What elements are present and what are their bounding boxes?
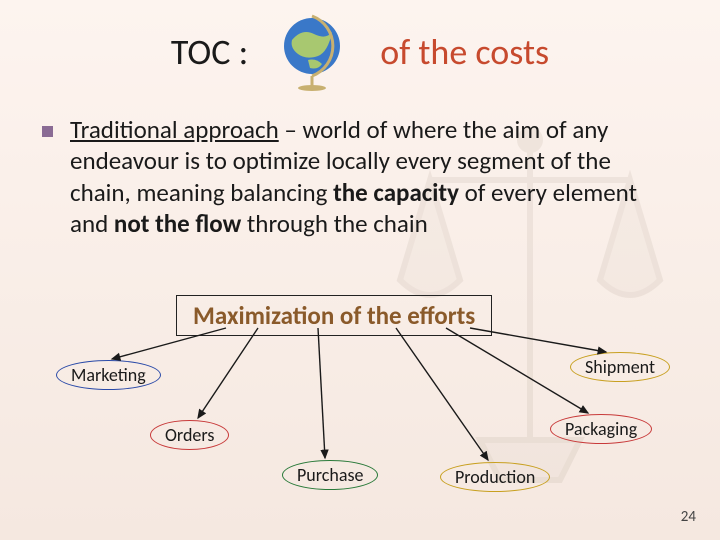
title-right: of the costs [380,30,549,74]
bullet-icon [42,126,53,137]
title-left: TOC : [171,30,248,74]
globe-icon [278,12,350,92]
node-purchase: Purchase [282,460,378,490]
node-marketing: Marketing [56,360,161,390]
node-shipment: Shipment [570,352,670,382]
body-paragraph: Traditional approach – world of where th… [0,92,720,239]
node-packaging: Packaging [550,414,652,444]
page-number: 24 [681,508,696,526]
body-underline: Traditional approach [70,114,279,145]
body-bold2: not the flow [114,208,241,239]
central-box: Maximization of the efforts [176,295,492,336]
body-seg3: through the chain [241,208,428,239]
title-row: TOC : of the costs [0,0,720,92]
body-bold1: the capacity [333,177,459,208]
node-production: Production [440,462,550,492]
node-orders: Orders [150,420,229,450]
